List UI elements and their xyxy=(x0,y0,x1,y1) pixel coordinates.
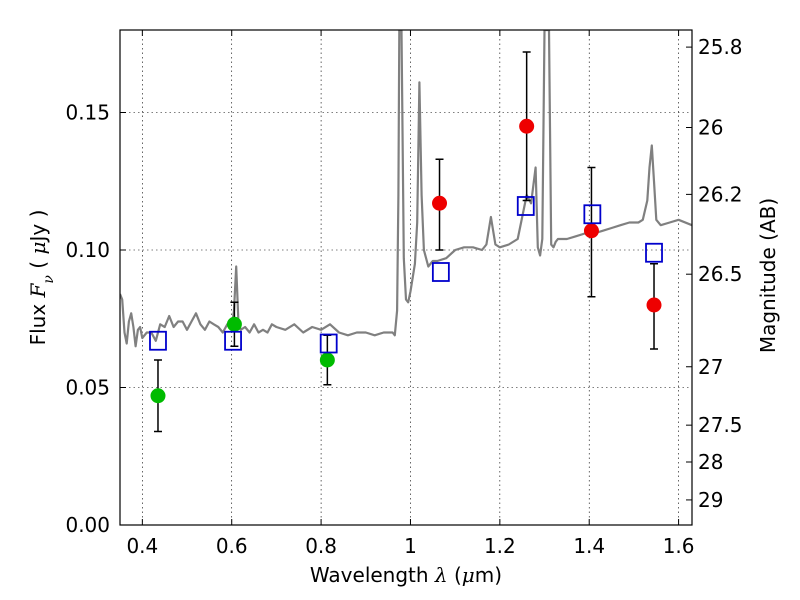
y2-tick-label: 27.5 xyxy=(698,413,743,437)
y2-tick-label: 28 xyxy=(698,450,723,474)
model-point-square xyxy=(431,262,450,282)
data-point-circle xyxy=(432,195,448,211)
marker-layer xyxy=(149,118,663,404)
y2-tick-label: 26 xyxy=(698,116,723,140)
model-point-square xyxy=(516,196,535,216)
model-point-square xyxy=(583,204,602,225)
x-tick-label: 1.6 xyxy=(663,534,695,558)
data-point-circle xyxy=(646,297,662,313)
y-tick-label: 0.00 xyxy=(65,513,110,537)
x-tick-label: 1.4 xyxy=(573,534,605,558)
y-axis-title: Flux Fν ( μJy ) xyxy=(26,210,57,346)
secondary-y-axis-title: Magnitude (AB) xyxy=(756,198,780,353)
x-axis-title: Wavelength λ (μm) xyxy=(310,563,502,587)
grid-lines xyxy=(120,30,692,526)
y-tick-label: 0.05 xyxy=(65,376,110,400)
y2-tick-label: 29 xyxy=(698,488,723,512)
x-tick-label: 0.4 xyxy=(126,534,158,558)
axis-ticks: 0.4 0.6 0.8 1 1.2 1.4 1.6 0.00 0.05 0.10 0.15 25.8 2… xyxy=(65,30,743,558)
data-point-circle xyxy=(319,352,335,368)
plot-frame xyxy=(119,29,693,526)
model-point-square xyxy=(224,330,242,351)
model-spectrum-layer xyxy=(120,30,692,348)
y2-tick-label: 27 xyxy=(698,355,723,379)
data-point-circle xyxy=(519,118,535,134)
y2-tick-label: 25.8 xyxy=(698,35,743,59)
data-point-circle xyxy=(226,316,242,332)
x-tick-label: 0.8 xyxy=(305,534,337,558)
data-point-circle xyxy=(150,388,166,404)
y-tick-label: 0.15 xyxy=(65,101,110,125)
model-point-square xyxy=(149,330,167,351)
x-tick-label: 1 xyxy=(404,534,417,558)
data-point-circle xyxy=(583,223,599,239)
model-point-square xyxy=(645,242,663,263)
y-tick-label: 0.10 xyxy=(65,238,110,262)
model-point-square xyxy=(319,333,338,354)
errorbar-layer xyxy=(153,51,659,433)
y2-tick-label: 26.5 xyxy=(698,262,743,286)
spectrum-line xyxy=(120,30,692,348)
x-tick-label: 0.6 xyxy=(216,534,248,558)
x-tick-label: 1.2 xyxy=(484,534,516,558)
y2-tick-label: 26.2 xyxy=(698,182,743,206)
